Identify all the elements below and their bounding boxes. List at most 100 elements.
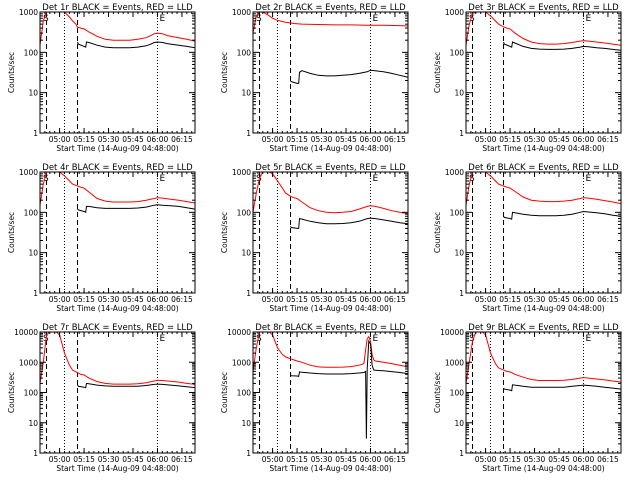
start-marker-label: S (256, 14, 262, 24)
lld-series-line (40, 12, 195, 46)
x-tick-label: 05:45 (122, 135, 144, 144)
y-tick-label: 1 (33, 129, 38, 138)
x-tick-label: 05:15 (286, 295, 308, 304)
x-tick-label: 05:45 (335, 295, 357, 304)
events-series-line (77, 382, 195, 389)
x-tick-label: 05:45 (335, 135, 357, 144)
y-axis-label: Counts/sec (433, 372, 442, 413)
lld-series-line (253, 12, 408, 34)
events-series-line (290, 339, 408, 439)
y-tick-label: 100 (237, 48, 252, 57)
y-tick-label: 10 (454, 419, 464, 428)
x-tick-label: 05:00 (49, 295, 71, 304)
x-tick-label: 05:30 (98, 455, 120, 464)
events-series-line (503, 41, 621, 51)
lld-series-line (253, 172, 408, 215)
y-tick-label: 1000 (19, 358, 38, 367)
x-axis-label: Start Time (14-Aug-09 04:48:00) (269, 144, 391, 153)
y-tick-label: 100 (450, 389, 465, 398)
y-tick-label: 1 (33, 289, 38, 298)
x-tick-label: 05:15 (499, 455, 521, 464)
x-tick-label: 06:00 (147, 135, 169, 144)
start-marker-label: S (256, 334, 262, 344)
x-tick-label: 06:00 (360, 295, 382, 304)
x-tick-label: 06:15 (171, 135, 193, 144)
start-marker-label: S (469, 14, 475, 24)
events-series-line (503, 210, 621, 220)
y-axis-label: Counts/sec (7, 212, 16, 253)
x-axis-label: Start Time (14-Aug-09 04:48:00) (269, 464, 391, 473)
y-tick-label: 100 (450, 208, 465, 217)
y-tick-label: 10 (28, 419, 38, 428)
y-tick-label: 10000 (227, 328, 251, 337)
x-axis-label: Start Time (14-Aug-09 04:48:00) (482, 464, 604, 473)
y-tick-label: 10 (454, 89, 464, 98)
x-tick-label: 06:15 (384, 295, 406, 304)
x-tick-label: 05:00 (49, 135, 71, 144)
x-tick-label: 05:15 (73, 455, 95, 464)
end-marker-label: E (585, 14, 591, 24)
end-marker-label: E (159, 174, 165, 184)
y-tick-label: 1000 (19, 8, 38, 17)
chart-title: Det 1r BLACK = Events, RED = LLD (42, 3, 193, 13)
y-tick-label: 1000 (232, 358, 251, 367)
x-tick-label: 05:45 (335, 455, 357, 464)
start-marker-label: S (43, 174, 49, 184)
y-tick-label: 10000 (14, 328, 38, 337)
chart-title: Det 4r BLACK = Events, RED = LLD (42, 163, 193, 173)
y-tick-label: 1000 (232, 8, 251, 17)
y-axis-label: Counts/sec (220, 212, 229, 253)
lld-series-line (466, 332, 621, 384)
events-series-line (290, 69, 408, 84)
x-tick-label: 05:30 (98, 295, 120, 304)
x-tick-label: 06:15 (597, 295, 619, 304)
x-tick-label: 05:15 (73, 295, 95, 304)
y-axis-label: Counts/sec (433, 212, 442, 253)
y-tick-label: 1 (246, 449, 251, 458)
x-tick-label: 05:45 (122, 455, 144, 464)
y-tick-label: 1 (246, 129, 251, 138)
x-tick-label: 05:15 (499, 135, 521, 144)
y-tick-label: 10 (454, 249, 464, 258)
y-tick-label: 10 (28, 249, 38, 258)
x-axis-label: Start Time (14-Aug-09 04:48:00) (56, 304, 178, 313)
end-marker-label: E (585, 174, 591, 184)
x-tick-label: 05:45 (548, 295, 570, 304)
y-axis-label: Counts/sec (220, 52, 229, 93)
lld-series-line (253, 332, 408, 372)
x-tick-label: 05:30 (524, 295, 546, 304)
chart-title: Det 2r BLACK = Events, RED = LLD (255, 3, 406, 13)
plot-frame (39, 11, 196, 134)
x-tick-label: 05:30 (311, 455, 333, 464)
events-series-line (77, 204, 195, 214)
x-tick-label: 06:00 (573, 135, 595, 144)
y-axis-label: Counts/sec (7, 52, 16, 93)
plot-frame (252, 331, 409, 454)
x-tick-label: 05:30 (524, 135, 546, 144)
x-tick-label: 05:30 (524, 455, 546, 464)
x-tick-label: 06:00 (573, 295, 595, 304)
y-tick-label: 1000 (445, 168, 464, 177)
end-marker-label: E (159, 334, 165, 344)
x-tick-label: 05:00 (262, 135, 284, 144)
x-tick-label: 06:00 (573, 455, 595, 464)
end-marker-label: E (372, 14, 378, 24)
y-tick-label: 10 (241, 249, 251, 258)
chart-title: Det 3r BLACK = Events, RED = LLD (468, 3, 619, 13)
chart-title: Det 7r BLACK = Events, RED = LLD (42, 323, 193, 333)
end-marker-label: E (372, 334, 378, 344)
events-series-line (290, 217, 408, 229)
events-series-line (503, 384, 621, 392)
x-tick-label: 05:45 (122, 295, 144, 304)
plot-frame (252, 11, 409, 134)
y-axis-label: Counts/sec (220, 372, 229, 413)
plot-frame (39, 171, 196, 294)
chart-title: Det 5r BLACK = Events, RED = LLD (255, 163, 406, 173)
start-marker-label: S (469, 334, 475, 344)
x-tick-label: 06:00 (147, 295, 169, 304)
x-axis-label: Start Time (14-Aug-09 04:48:00) (482, 304, 604, 313)
y-tick-label: 10 (241, 89, 251, 98)
